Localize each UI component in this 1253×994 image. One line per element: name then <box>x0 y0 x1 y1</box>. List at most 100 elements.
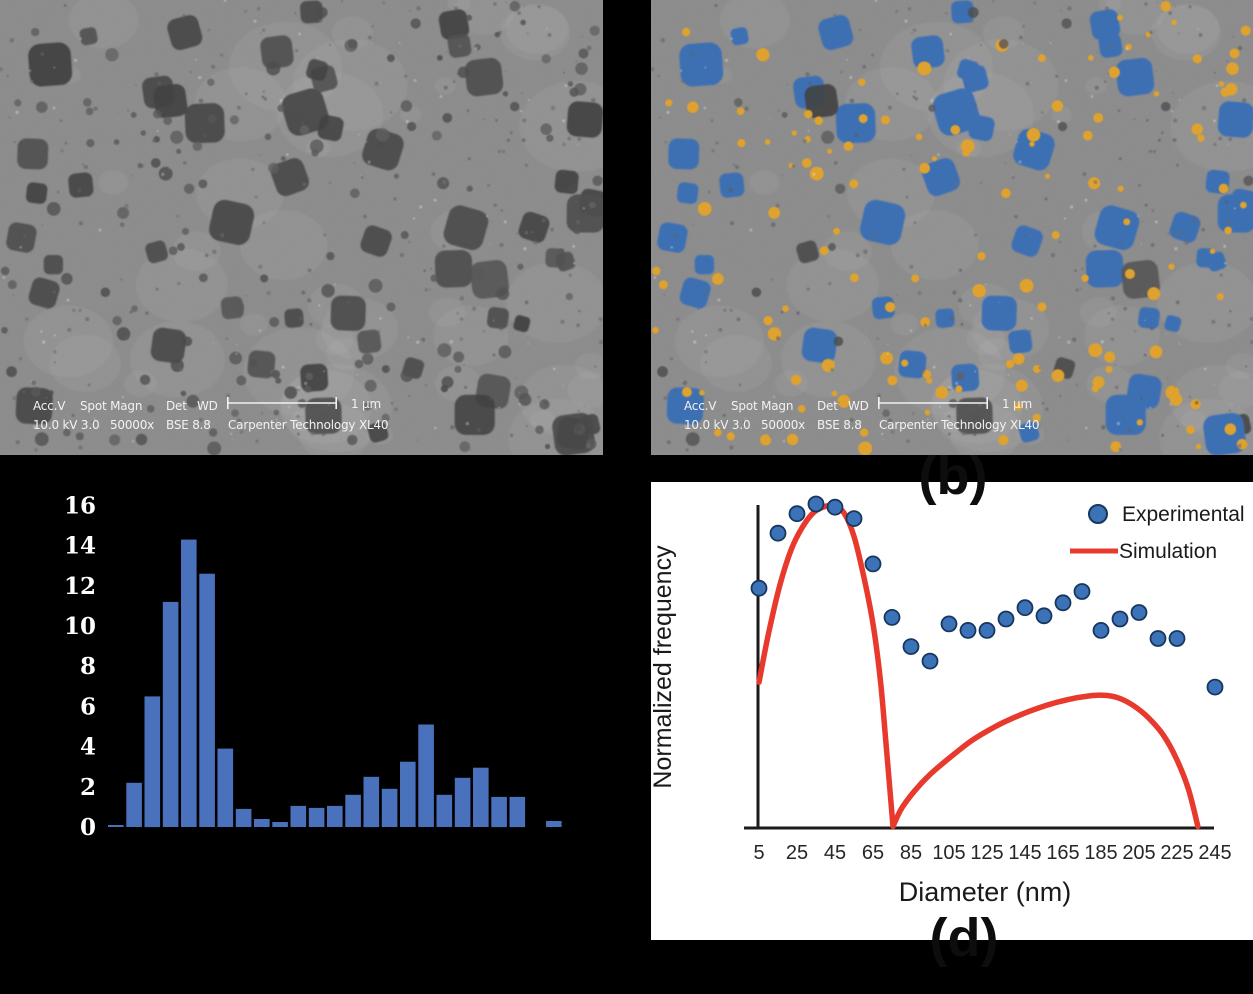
experimental-point <box>826 498 844 516</box>
experimental-point <box>807 495 825 513</box>
histogram-bar <box>381 788 398 827</box>
scale-bar <box>227 397 338 409</box>
sem-caption-kv-value: 10.0 kV 3.0 <box>33 418 99 432</box>
histogram-bar <box>473 767 489 827</box>
histogram-y-tick: 6 <box>80 693 96 720</box>
sem-caption-det-header: Det <box>166 399 187 413</box>
scale-bar <box>878 397 989 409</box>
legend-simulation-label: Simulation <box>1119 540 1217 563</box>
y-axis-title: Normalized frequency <box>651 545 677 789</box>
experimental-point <box>883 609 901 626</box>
histogram-bar <box>363 776 380 828</box>
x-axis-tick-labels: 5 25 45 65 85 105 125 145 165 185 205 225 245 <box>753 842 1231 864</box>
legend-experimental-label: Experimental <box>1122 503 1245 526</box>
experimental-point <box>845 510 863 527</box>
sem-caption: Acc.V Spot Magn Det WD 10.0 kV 3.0 50000… <box>33 397 389 432</box>
x-axis-tick: 45 <box>824 842 846 864</box>
experimental-point <box>921 652 939 670</box>
sem-caption-instrument: Carpenter Technology XL40 <box>879 418 1039 432</box>
x-axis-tick: 105 <box>932 842 965 864</box>
experimental-point <box>788 505 806 523</box>
sem-micrograph-a: Acc.V Spot Magn Det WD 10.0 kV 3.0 50000… <box>0 0 603 455</box>
sem-caption-kv-value: 10.0 kV 3.0 <box>684 418 750 432</box>
sem-caption-wd-header: WD <box>197 399 218 413</box>
x-axis-tick: 125 <box>970 842 1003 864</box>
histogram-bar <box>199 573 215 827</box>
histogram-y-tick: 14 <box>64 533 96 560</box>
histogram-chart-c: 0 2 4 6 8 10 12 14 16 <box>64 492 562 841</box>
experimental-point <box>769 524 787 542</box>
histogram-bars <box>108 539 562 828</box>
sem-caption-magn-value: 50000x <box>110 418 154 432</box>
experimental-point <box>1168 630 1186 647</box>
sem-caption-accv-header: Acc.V <box>684 399 717 413</box>
experimental-point <box>978 622 996 639</box>
histogram-bar <box>308 807 325 827</box>
simulation-curve-segment <box>756 502 896 830</box>
histogram-bar <box>108 825 124 827</box>
experimental-point <box>864 555 882 573</box>
x-axis-tick: 25 <box>786 842 808 864</box>
simulation-curve-segment <box>890 692 1201 830</box>
histogram-y-tick: 16 <box>64 492 96 519</box>
scale-bar-label: 1 μm <box>351 397 381 411</box>
sem-caption-det-value: BSE 8.8 <box>166 418 211 432</box>
scale-bar-label: 1 μm <box>1002 397 1032 411</box>
histogram-bar <box>235 808 252 827</box>
experimental-point <box>1054 594 1072 612</box>
sem-segmentation-overlay <box>651 0 1253 455</box>
sem-caption-magn-value: 50000x <box>761 418 805 432</box>
histogram-bar <box>509 796 526 828</box>
experimental-point <box>1092 622 1110 639</box>
x-axis-tick: 185 <box>1084 842 1117 864</box>
x-axis-tick: 85 <box>900 842 922 864</box>
histogram-bar <box>162 601 179 827</box>
histogram-bar <box>254 819 270 827</box>
histogram-bar <box>290 805 307 827</box>
histogram-bar <box>418 724 434 827</box>
sem-precipitate-pattern <box>0 0 603 455</box>
experimental-point <box>940 615 958 633</box>
histogram-y-tick: 0 <box>80 814 96 841</box>
histogram-bar <box>217 748 234 827</box>
histogram-y-tick-labels: 0 2 4 6 8 10 12 14 16 <box>64 492 96 841</box>
histogram-y-tick: 12 <box>64 573 96 600</box>
histogram-bar <box>144 696 161 828</box>
x-axis-tick: 245 <box>1198 842 1231 864</box>
sem-caption: Acc.V Spot Magn Det WD 10.0 kV 3.0 50000… <box>684 397 1040 432</box>
experimental-point <box>1206 678 1224 696</box>
histogram-bar <box>454 777 471 827</box>
experimental-point <box>997 610 1015 628</box>
x-axis-tick: 205 <box>1122 842 1155 864</box>
x-axis-tick: 5 <box>753 842 764 864</box>
experimental-point <box>1111 610 1129 628</box>
histogram-bar <box>491 796 507 828</box>
experimental-points <box>750 495 1224 696</box>
sem-caption-instrument: Carpenter Technology XL40 <box>228 418 388 432</box>
sem-caption-spotmagn-header: Spot Magn <box>731 399 793 413</box>
experimental-point <box>959 622 977 639</box>
experimental-point <box>1035 607 1053 625</box>
experimental-point <box>1130 604 1148 621</box>
legend: Experimental Simulation <box>1070 503 1245 563</box>
x-axis-tick: 165 <box>1046 842 1079 864</box>
histogram-bar <box>272 822 288 827</box>
chart-panel-d: 5 25 45 65 85 105 125 145 165 185 205 225 245 Diamet… <box>649 482 1253 940</box>
histogram-bar <box>546 821 562 827</box>
histogram-y-tick: 8 <box>80 653 96 680</box>
histogram-bar <box>436 794 453 827</box>
sem-caption-det-header: Det <box>817 399 838 413</box>
experimental-point <box>750 579 768 597</box>
x-axis-tick: 65 <box>862 842 884 864</box>
experimental-point <box>1149 630 1167 647</box>
histogram-bar <box>400 761 416 827</box>
histogram-bar <box>181 539 197 827</box>
legend-experimental-marker <box>1088 504 1108 524</box>
x-axis-tick: 225 <box>1160 842 1193 864</box>
experimental-point <box>1073 583 1091 600</box>
experimental-point <box>902 638 920 655</box>
histogram-y-tick: 4 <box>80 734 96 761</box>
histogram-y-tick: 10 <box>64 613 96 640</box>
experimental-point <box>1016 599 1034 617</box>
scatter-chart-d: 5 25 45 65 85 105 125 145 165 185 205 225 245 Diamet… <box>649 495 1245 907</box>
